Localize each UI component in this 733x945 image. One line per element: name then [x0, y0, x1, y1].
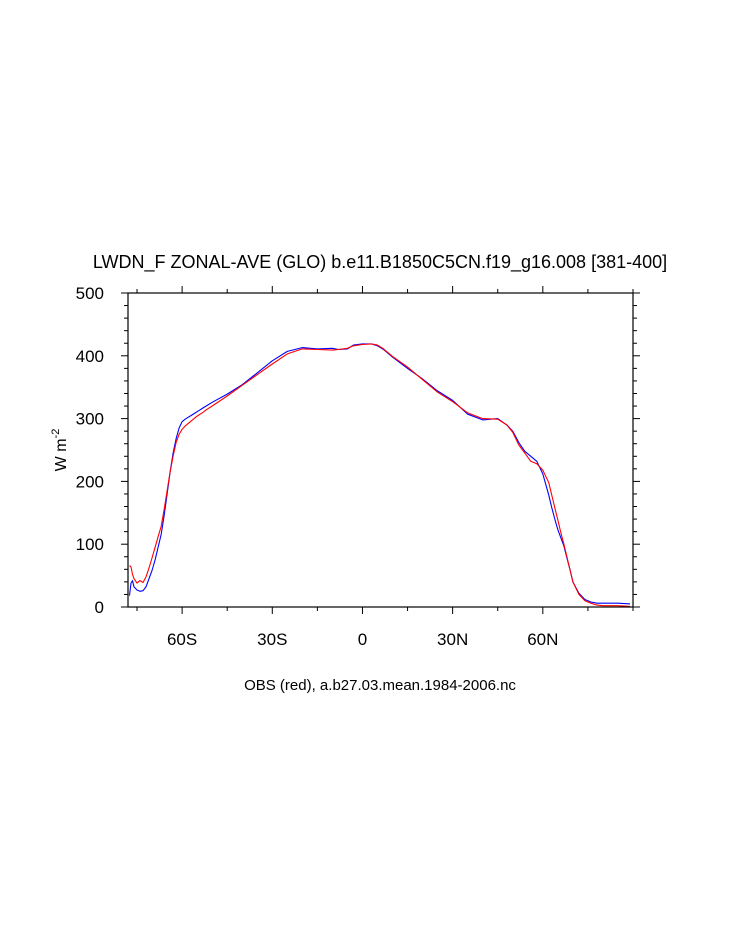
y-axis-label-exponent: -2	[50, 429, 62, 439]
y-tick-label: 100	[76, 535, 104, 554]
series-line-model	[128, 343, 631, 605]
y-tick-label: 0	[95, 598, 104, 617]
x-tick-label: 0	[358, 630, 367, 649]
y-tick-label: 400	[76, 347, 104, 366]
y-tick-label: 200	[76, 472, 104, 491]
y-tick-label: 300	[76, 410, 104, 429]
x-tick-label: 30S	[257, 630, 287, 649]
chart-title: LWDN_F ZONAL-AVE (GLO) b.e11.B1850C5CN.f…	[93, 252, 667, 273]
x-tick-label: 30N	[437, 630, 468, 649]
y-axis-label: W m-2	[50, 429, 70, 472]
plot-frame	[127, 292, 634, 608]
x-axis-label: OBS (red), a.b27.03.mean.1984-2006.nc	[244, 677, 516, 694]
x-tick-label: 60S	[167, 630, 197, 649]
x-tick-label: 60N	[527, 630, 558, 649]
y-axis-label-text: W m	[53, 438, 70, 471]
series-line-obs	[129, 343, 631, 607]
plot-area: 0 100 200 300 400 500 60S 30S 0 30N 60N	[76, 284, 640, 649]
y-tick-label: 500	[76, 284, 104, 303]
